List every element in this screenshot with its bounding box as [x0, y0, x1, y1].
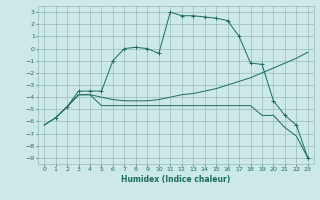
X-axis label: Humidex (Indice chaleur): Humidex (Indice chaleur) [121, 175, 231, 184]
